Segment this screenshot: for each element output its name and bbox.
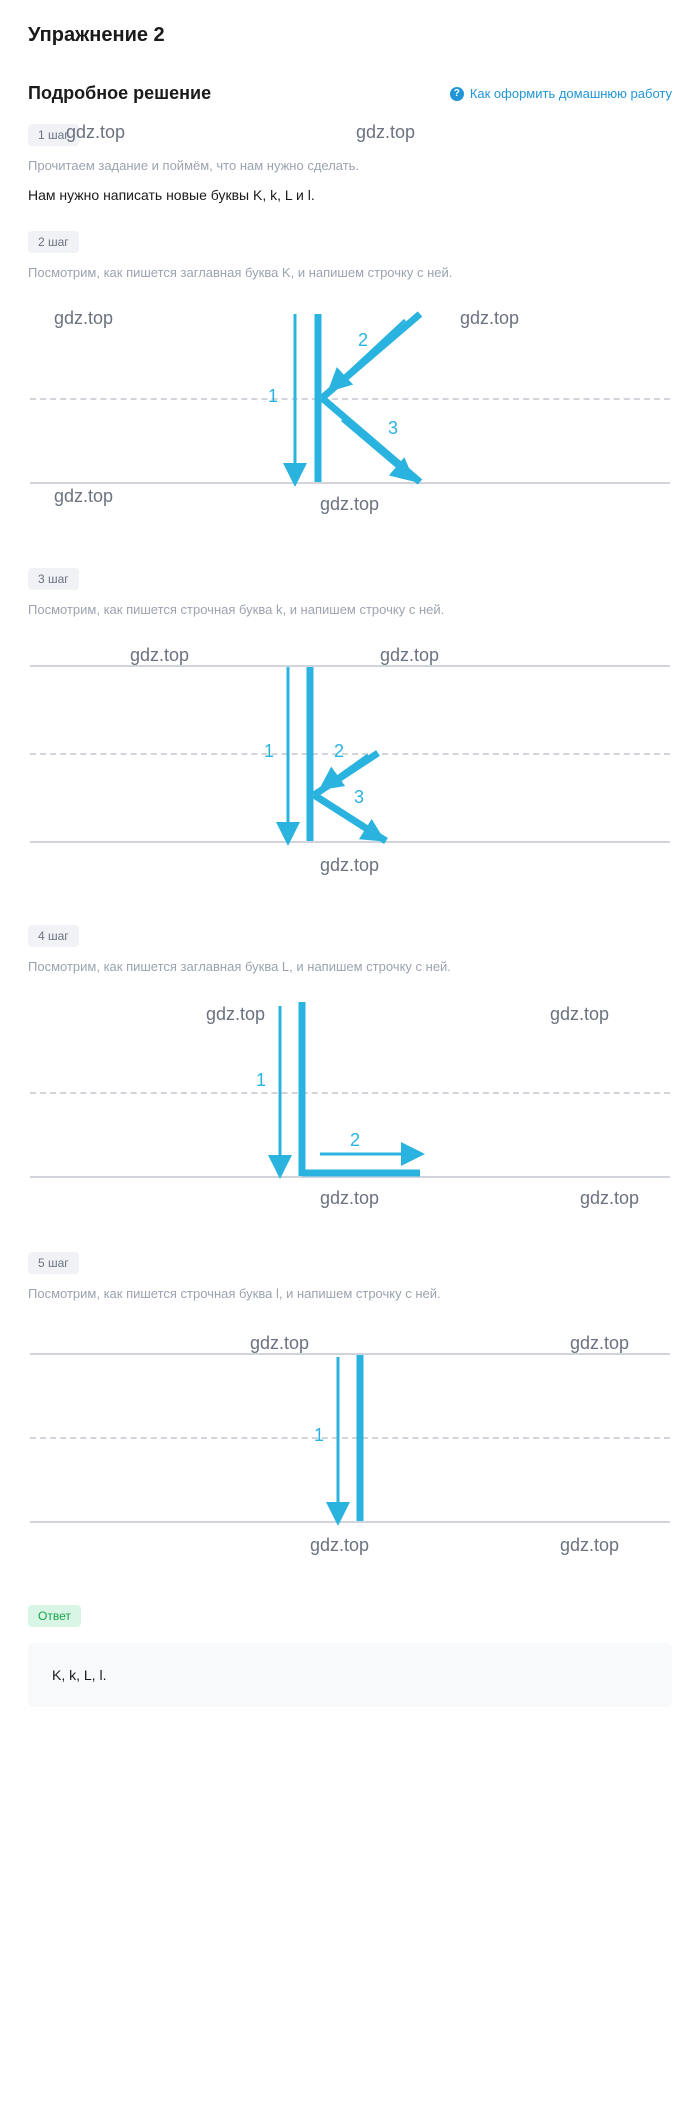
stroke-number: 2 (350, 1130, 360, 1151)
stroke-number: 2 (358, 330, 368, 351)
letter-k-svg (30, 308, 670, 528)
stroke-number: 1 (268, 386, 278, 407)
step-4: 4 шаг Посмотрим, как пишется заглавная б… (28, 925, 672, 974)
step-desc: Посмотрим, как пишется строчная буква l,… (28, 1286, 672, 1301)
letter-lowercase-k-svg (30, 645, 670, 885)
step-5: 5 шаг Посмотрим, как пишется строчная бу… (28, 1252, 672, 1301)
step-desc: Посмотрим, как пишется строчная буква k,… (28, 602, 672, 617)
stroke-number: 2 (334, 741, 344, 762)
stroke-number: 1 (314, 1425, 324, 1446)
figure-lowercase-k: gdz.top gdz.top gdz.top 1 2 3 (30, 645, 670, 885)
letter-lowercase-l-svg (30, 1329, 670, 1565)
stroke-number: 3 (354, 787, 364, 808)
stroke-number: 3 (388, 418, 398, 439)
step-badge: 4 шаг (28, 925, 79, 947)
question-icon: ? (450, 87, 464, 101)
subtitle: Подробное решение (28, 83, 211, 104)
step-desc: Посмотрим, как пишется заглавная буква K… (28, 265, 672, 280)
help-link[interactable]: ? Как оформить домашнюю работу (450, 86, 672, 101)
letter-l-svg (30, 1002, 670, 1212)
watermark: gdz.top (66, 122, 125, 143)
step-2: 2 шаг Посмотрим, как пишется заглавная б… (28, 231, 672, 280)
step-badge: 3 шаг (28, 568, 79, 590)
stroke-number: 1 (264, 741, 274, 762)
stroke-number: 1 (256, 1070, 266, 1091)
step-badge: 5 шаг (28, 1252, 79, 1274)
step-bold: Нам нужно написать новые буквы K, k, L и… (28, 187, 672, 203)
answer-box: K, k, L, l. (28, 1643, 672, 1707)
figure-uppercase-k: gdz.top gdz.top gdz.top gdz.top 1 2 3 (30, 308, 670, 528)
step-desc: Прочитаем задание и поймём, что нам нужн… (28, 158, 672, 173)
help-link-label: Как оформить домашнюю работу (470, 86, 672, 101)
step-badge: 2 шаг (28, 231, 79, 253)
figure-uppercase-l: gdz.top gdz.top gdz.top gdz.top 1 2 (30, 1002, 670, 1212)
answer-badge: Ответ (28, 1605, 81, 1627)
watermark: gdz.top (356, 122, 415, 143)
subheader: Подробное решение ? Как оформить домашню… (28, 83, 672, 104)
step-1: 1 шаг gdz.top gdz.top Прочитаем задание … (28, 124, 672, 203)
figure-lowercase-l: gdz.top gdz.top gdz.top gdz.top 1 (30, 1329, 670, 1565)
answer-section: Ответ K, k, L, l. (28, 1605, 672, 1707)
step-3: 3 шаг Посмотрим, как пишется строчная бу… (28, 568, 672, 617)
step-desc: Посмотрим, как пишется заглавная буква L… (28, 959, 672, 974)
page-title: Упражнение 2 (28, 24, 672, 47)
